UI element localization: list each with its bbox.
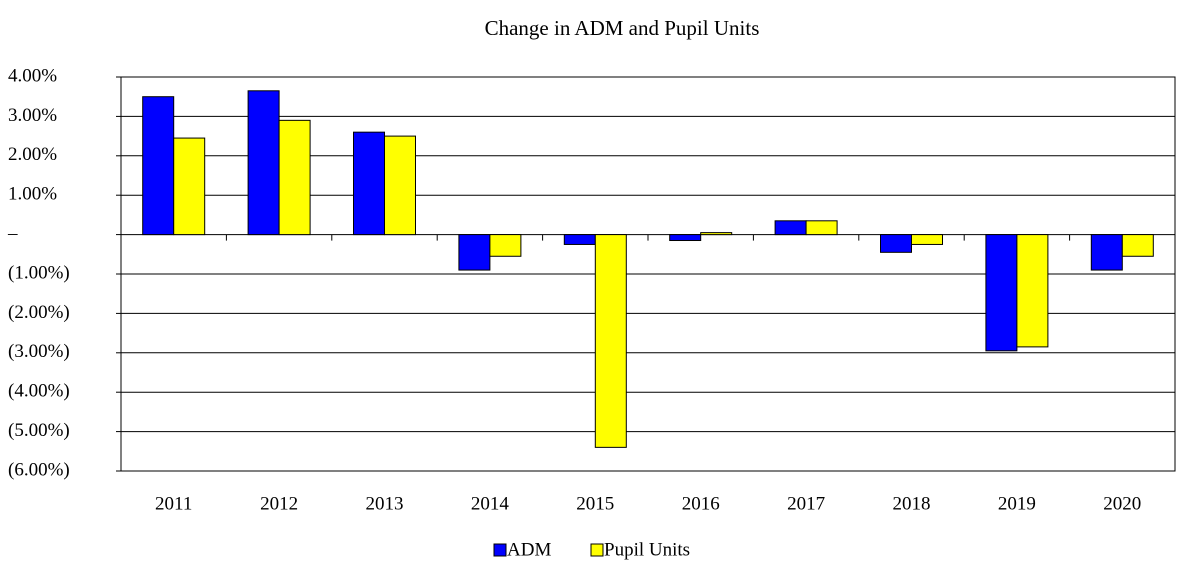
bar [911, 234, 943, 245]
x-tick-label: 2020 [1103, 493, 1141, 514]
bar [142, 96, 175, 236]
y-tick-label: – [7, 223, 18, 244]
bar [1121, 234, 1154, 257]
bar [805, 220, 838, 236]
bar [594, 234, 627, 448]
y-tick-label: (6.00%) [8, 459, 70, 480]
y-tick-label: (2.00%) [8, 302, 70, 323]
bar [563, 234, 596, 245]
bar [669, 234, 702, 242]
x-tick-label: 2017 [787, 493, 825, 514]
x-tick-label: 2013 [366, 493, 404, 514]
x-tick-label: 2016 [682, 493, 720, 514]
bar [384, 135, 416, 236]
bar [1090, 234, 1123, 271]
legend-label: ADM [507, 539, 551, 560]
chart-title: Change in ADM and Pupil Units [485, 16, 760, 40]
y-tick-label: (5.00%) [8, 420, 70, 441]
y-tick-label: 1.00% [8, 184, 57, 205]
y-tick-label: 3.00% [8, 105, 57, 126]
x-tick-label: 2014 [471, 493, 510, 514]
x-tick-label: 2012 [260, 493, 298, 514]
bar [173, 137, 206, 236]
bar [700, 232, 733, 236]
bar [880, 234, 912, 253]
x-tick-label: 2015 [576, 493, 614, 514]
y-tick-label: 2.00% [8, 144, 57, 165]
x-tick-label: 2019 [998, 493, 1036, 514]
y-tick-label: (4.00%) [8, 381, 70, 402]
bar [278, 119, 311, 236]
bar [489, 234, 522, 257]
bar [458, 234, 491, 271]
y-tick-label: (3.00%) [8, 341, 70, 362]
x-tick-label: 2018 [893, 493, 931, 514]
y-tick-label: 4.00% [8, 65, 57, 86]
bar [774, 220, 807, 236]
legend-label: Pupil Units [604, 539, 690, 560]
legend-swatch [590, 543, 604, 557]
y-tick-label: (1.00%) [8, 262, 70, 283]
bar [1016, 234, 1049, 348]
bar [985, 234, 1018, 352]
bar [353, 131, 385, 236]
x-tick-label: 2011 [155, 493, 192, 514]
bar [247, 90, 280, 236]
legend-swatch [493, 543, 507, 557]
